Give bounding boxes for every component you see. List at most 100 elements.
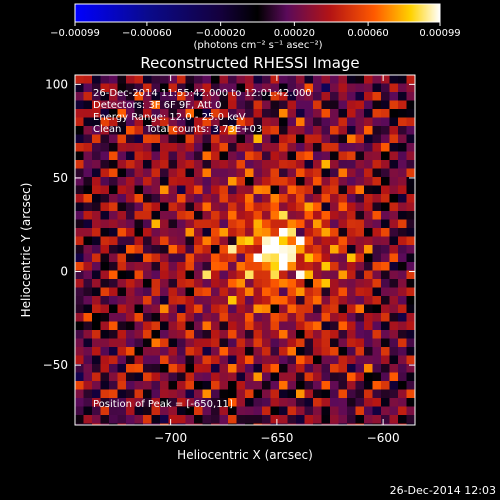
heatmap-cell	[347, 126, 356, 135]
heatmap-cell	[177, 304, 186, 314]
heatmap-cell	[211, 304, 220, 314]
heatmap-cell	[100, 313, 110, 322]
heatmap-cell	[330, 83, 339, 93]
heatmap-cell	[304, 168, 314, 178]
heatmap-cell	[211, 287, 220, 297]
heatmap-cell	[330, 100, 339, 110]
heatmap-cell	[287, 92, 297, 101]
heatmap-cell	[177, 423, 186, 425]
heatmap-cell	[270, 347, 280, 356]
heatmap-cell	[126, 262, 135, 271]
heatmap-cell	[100, 355, 110, 365]
heatmap-cell	[330, 202, 339, 212]
heatmap-cell	[160, 177, 169, 186]
heatmap-cell	[194, 109, 203, 118]
heatmap-cell	[219, 151, 229, 161]
heatmap-cell	[126, 347, 135, 356]
heatmap-cell	[296, 270, 305, 280]
heatmap-cell	[219, 415, 229, 424]
heatmap-cell	[211, 134, 220, 144]
heatmap-cell	[355, 253, 365, 263]
heatmap-cell	[75, 279, 84, 288]
heatmap-cell	[160, 151, 169, 161]
heatmap-cell	[177, 202, 186, 212]
heatmap-cell	[389, 364, 399, 373]
heatmap-cell	[219, 398, 229, 407]
heatmap-cell	[100, 423, 110, 425]
heatmap-cell	[92, 160, 101, 169]
heatmap-cell	[143, 177, 152, 186]
heatmap-cell	[321, 168, 331, 178]
heatmap-cell	[83, 406, 93, 416]
heatmap-cell	[406, 389, 415, 399]
heatmap-cell	[330, 160, 339, 169]
heatmap-cell	[236, 211, 246, 220]
heatmap-cell	[296, 406, 305, 416]
heatmap-cell	[262, 423, 271, 425]
heatmap-cell	[202, 279, 212, 288]
heatmap-cell	[262, 202, 271, 212]
heatmap-cell	[313, 126, 322, 135]
heatmap-cell	[279, 313, 288, 322]
heatmap-cell	[211, 177, 220, 186]
heatmap-cell	[355, 372, 365, 382]
heatmap-cell	[83, 338, 93, 348]
heatmap-cell	[330, 185, 339, 195]
heatmap-cell	[296, 75, 305, 84]
colorbar-unit-label: (photons cm⁻² s⁻¹ asec⁻²)	[193, 40, 322, 51]
heatmap-cell	[228, 381, 237, 390]
heatmap-cell	[398, 177, 407, 186]
heatmap-cell	[304, 304, 314, 314]
heatmap-cell	[355, 168, 365, 178]
heatmap-cell	[228, 177, 237, 186]
heatmap-cell	[134, 194, 144, 203]
heatmap-cell	[100, 330, 110, 339]
heatmap-cell	[296, 245, 305, 254]
heatmap-cell	[194, 304, 203, 314]
heatmap-cell	[287, 338, 297, 348]
heatmap-cell	[160, 75, 169, 84]
heatmap-cell	[245, 168, 254, 178]
heatmap-cell	[355, 355, 365, 365]
heatmap-cell	[219, 219, 229, 229]
heatmap-cell	[372, 185, 382, 195]
heatmap-cell	[347, 270, 356, 280]
heatmap-cell	[185, 287, 195, 297]
heatmap-cell	[75, 330, 84, 339]
heatmap-cell	[177, 75, 186, 84]
heatmap-cell	[211, 236, 220, 246]
heatmap-cell	[143, 194, 152, 203]
heatmap-cell	[372, 117, 382, 127]
heatmap-cell	[355, 160, 365, 169]
heatmap-cell	[381, 347, 390, 356]
heatmap-cell	[381, 304, 390, 314]
heatmap-cell	[151, 406, 161, 416]
heatmap-cell	[389, 347, 399, 356]
heatmap-cell	[381, 168, 390, 178]
heatmap-cell	[143, 100, 152, 110]
heatmap-cell	[117, 126, 127, 135]
heatmap-cell	[347, 134, 356, 144]
heatmap-cell	[143, 236, 152, 246]
heatmap-cell	[83, 364, 93, 373]
heatmap-cell	[381, 83, 390, 93]
heatmap-cell	[126, 202, 135, 212]
heatmap-cell	[134, 330, 144, 339]
heatmap-cell	[296, 355, 305, 365]
x-tick-label: −700	[154, 431, 187, 445]
heatmap-cell	[338, 296, 348, 305]
heatmap-cell	[330, 304, 339, 314]
heatmap-cell	[313, 185, 322, 195]
heatmap-cell	[92, 321, 101, 331]
heatmap-cell	[304, 177, 314, 186]
heatmap-cell	[381, 381, 390, 390]
heatmap-cell	[211, 83, 220, 93]
heatmap-cell	[236, 245, 246, 254]
heatmap-cell	[381, 219, 390, 229]
heatmap-cell	[279, 151, 288, 161]
heatmap-cell	[92, 279, 101, 288]
heatmap-cell	[117, 262, 127, 271]
heatmap-cell	[296, 228, 305, 237]
heatmap-cell	[185, 423, 195, 425]
heatmap-cell	[134, 364, 144, 373]
